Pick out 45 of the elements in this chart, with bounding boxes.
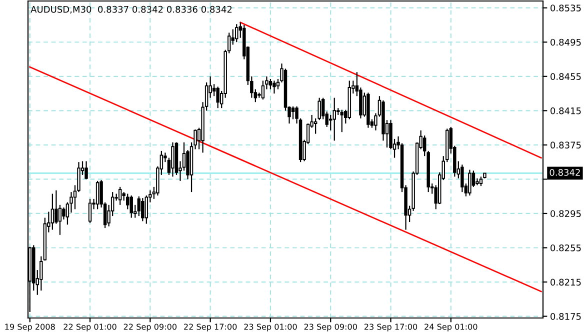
y-tick-label: 0.8415	[550, 107, 581, 114]
chart-title: AUDUSD,M30 0.8337 0.8342 0.8336 0.8342	[30, 6, 232, 14]
candlestick	[84, 160, 88, 180]
y-tick-label: 0.8255	[550, 244, 581, 252]
x-tick-label: 24 Sep 01:00	[424, 324, 478, 332]
candlestick	[40, 256, 43, 292]
x-tick-label: 23 Sep 17:00	[364, 324, 418, 332]
y-tick-label: 0.8455	[550, 73, 581, 80]
candlestick	[58, 204, 62, 236]
x-tick-label: 23 Sep 01:00	[244, 324, 297, 332]
candlestick	[340, 109, 344, 133]
candlestick	[50, 193, 54, 230]
y-tick-label: 0.8495	[550, 38, 581, 46]
x-tick-label: 22 Sep 01:00	[64, 324, 116, 332]
x-tick-label: 19 Sep 2008	[5, 324, 55, 332]
candlestick	[137, 196, 141, 217]
candlestick	[261, 80, 265, 100]
x-tick-label: 23 Sep 09:00	[304, 324, 357, 332]
ref-line-label: 0.8342	[550, 169, 580, 176]
candlestick	[62, 206, 66, 220]
candlestick	[171, 142, 174, 178]
candlestick	[118, 186, 122, 206]
y-tick-label: 0.8295	[550, 210, 581, 218]
candlestick	[272, 80, 276, 94]
y-tick-label: 0.8215	[550, 278, 581, 286]
candlestick	[141, 198, 144, 222]
candlestick	[328, 114, 332, 131]
candlestick	[468, 169, 472, 196]
candlestick	[126, 193, 130, 210]
candlestick	[144, 194, 148, 224]
y-tick-label: 0.8175	[550, 313, 581, 320]
x-tick-label: 22 Sep 09:00	[124, 324, 177, 332]
candlestick	[235, 24, 238, 43]
candlestick	[216, 86, 220, 109]
candlestick	[479, 176, 483, 187]
candlestick	[460, 164, 464, 193]
candlestick	[130, 194, 133, 218]
candlestick	[332, 97, 336, 142]
candlestick	[268, 78, 272, 90]
candlestick	[88, 198, 92, 224]
candlestick	[96, 180, 100, 210]
y-tick-label: 0.8535	[550, 4, 581, 12]
candlestick	[291, 106, 295, 120]
y-tick-label: 0.8375	[550, 142, 581, 148]
x-tick-label: 22 Sep 17:00	[184, 324, 237, 332]
